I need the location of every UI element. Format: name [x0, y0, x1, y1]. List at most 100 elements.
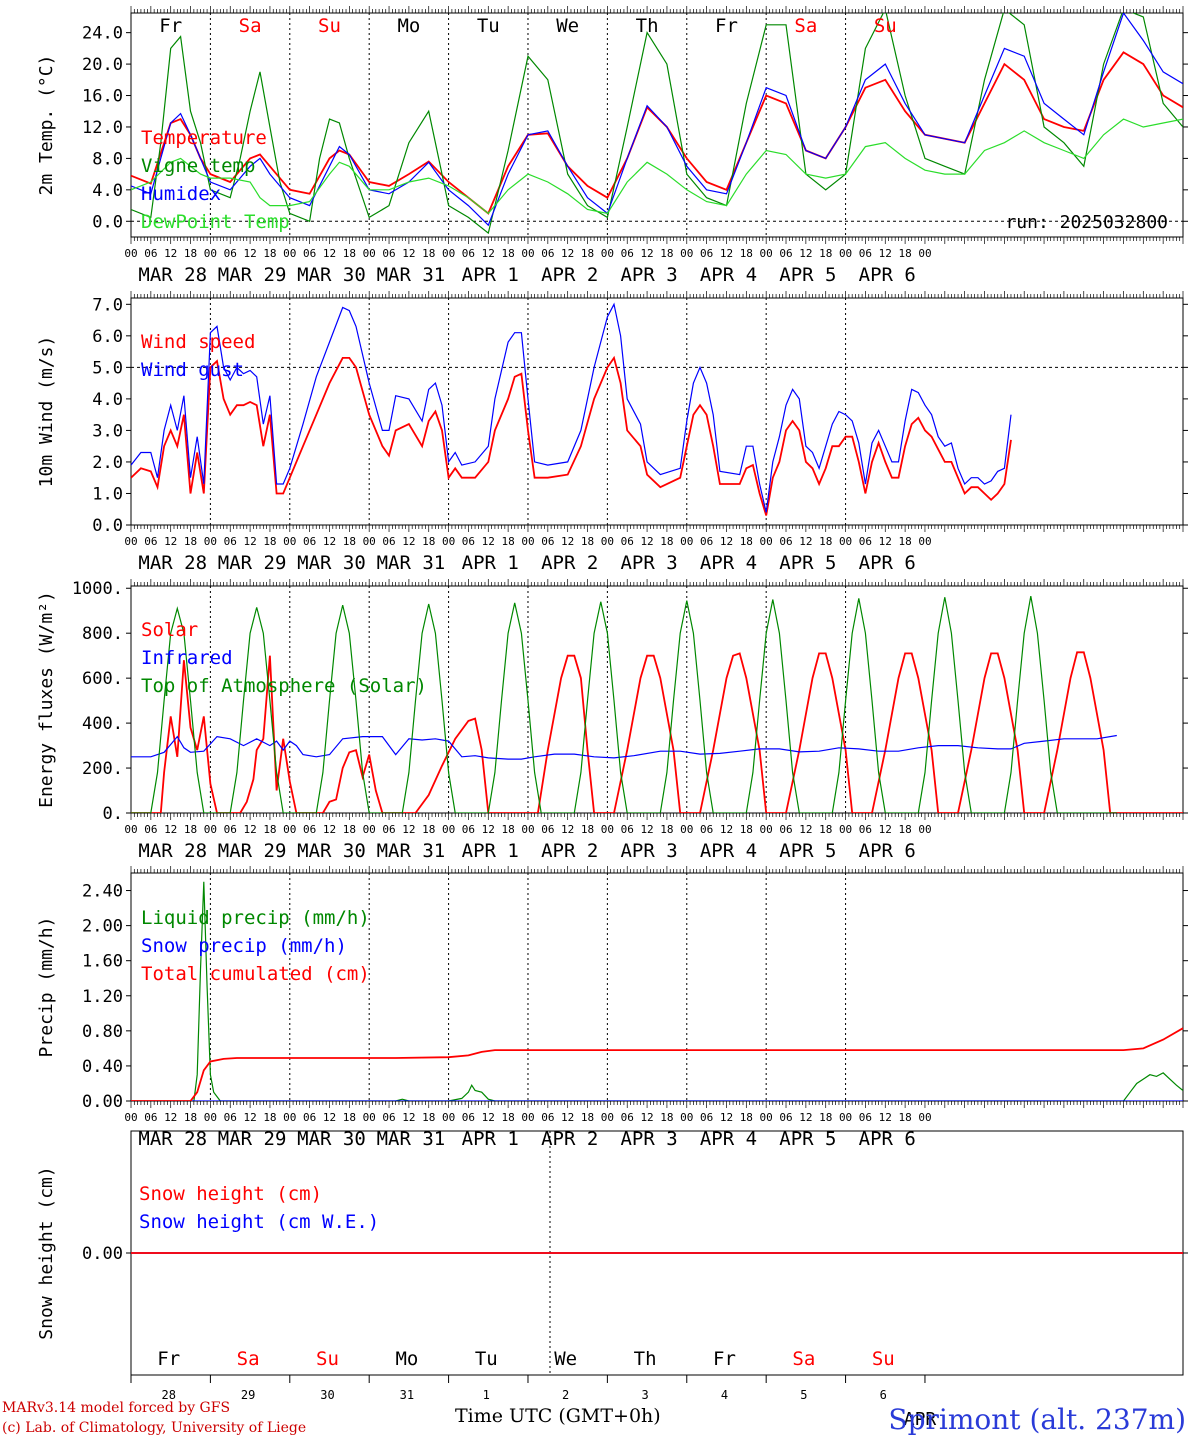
hour-label: 00	[363, 823, 376, 836]
hour-label: 18	[740, 247, 753, 260]
hour-label: 12	[640, 823, 653, 836]
hour-label: 00	[442, 247, 455, 260]
hour-label: 06	[859, 535, 872, 548]
day-abbr: Fr	[159, 15, 182, 37]
hour-label: 12	[720, 535, 733, 548]
legend-entry: Vigne temp	[141, 155, 255, 177]
hour-label: 12	[720, 247, 733, 260]
y-tick-label: 20.0	[82, 55, 123, 75]
hour-label: 18	[184, 823, 197, 836]
hour-label: 18	[819, 247, 832, 260]
hour-label: 00	[442, 823, 455, 836]
hour-label: 18	[660, 823, 673, 836]
hour-label: 06	[779, 247, 792, 260]
y-axis-label: Snow height (cm)	[36, 1166, 57, 1339]
hour-label: 00	[680, 1111, 693, 1124]
hour-label: 12	[164, 1111, 177, 1124]
hour-label: 06	[224, 247, 237, 260]
y-axis-label: 10m Wind (m/s)	[36, 336, 57, 488]
legend-entry: DewPoint Temp	[141, 211, 290, 233]
hour-label: 06	[779, 1111, 792, 1124]
y-tick-label: 0.	[103, 804, 123, 824]
legend-entry: Humidex	[141, 183, 221, 205]
hour-label: 18	[343, 1111, 356, 1124]
legend-entry: Snow precip (mm/h)	[141, 935, 347, 957]
y-tick-label: 1000.	[72, 579, 123, 599]
hour-label: 12	[720, 1111, 733, 1124]
hour-label: 00	[760, 535, 773, 548]
hour-label: 00	[204, 823, 217, 836]
hour-label: 18	[581, 823, 594, 836]
y-tick-label: 1.20	[82, 987, 123, 1007]
day-number: 30	[320, 1388, 334, 1402]
run-annotation: run: 2025032800	[1005, 212, 1168, 233]
hour-label: 18	[581, 1111, 594, 1124]
hour-label: 18	[343, 535, 356, 548]
day-number: 6	[880, 1388, 887, 1402]
series-line	[131, 13, 1183, 235]
hour-label: 18	[422, 823, 435, 836]
hour-label: 06	[859, 1111, 872, 1124]
hour-label: 12	[879, 247, 892, 260]
hour-label: 00	[680, 535, 693, 548]
hour-label: 18	[660, 535, 673, 548]
date-label: APR 4	[700, 552, 757, 574]
hour-label: 00	[680, 823, 693, 836]
hour-label: 00	[521, 1111, 534, 1124]
hour-label: 06	[382, 247, 395, 260]
hour-label: 00	[839, 1111, 852, 1124]
hour-label: 06	[541, 247, 554, 260]
hour-label: 00	[283, 535, 296, 548]
hour-label: 00	[124, 535, 137, 548]
y-tick-label: 24.0	[82, 24, 123, 44]
date-label: APR 4	[700, 840, 757, 862]
hour-label: 18	[263, 535, 276, 548]
hour-label: 12	[482, 247, 495, 260]
panel-5: 0.00 Snow height (cm) Snow height (cm) Snow…	[36, 1130, 1188, 1430]
hour-label: 06	[779, 823, 792, 836]
series-line	[131, 355, 1012, 516]
hour-label: 12	[323, 535, 336, 548]
day-abbr: Sa	[792, 1348, 815, 1370]
hour-label: 18	[502, 247, 515, 260]
y-axis-label: Energy fluxes (W/m²)	[36, 591, 57, 808]
hour-label: 06	[621, 535, 634, 548]
hour-label: 06	[382, 823, 395, 836]
y-tick-label: 1.60	[82, 952, 123, 972]
y-tick-label: 2.00	[82, 917, 123, 937]
series-line	[131, 881, 1183, 1101]
hour-label: 00	[918, 1111, 931, 1124]
hour-label: 18	[740, 823, 753, 836]
hour-label: 00	[601, 247, 614, 260]
station-name: Sprimont (alt. 237m)	[888, 1403, 1186, 1436]
date-label: APR 2	[541, 264, 598, 286]
hour-label: 12	[799, 247, 812, 260]
hour-label: 12	[640, 247, 653, 260]
hour-label: 18	[740, 1111, 753, 1124]
hour-label: 12	[164, 247, 177, 260]
series-line	[131, 595, 1117, 813]
date-label: APR 1	[462, 552, 519, 574]
hour-label: 12	[640, 535, 653, 548]
hour-label: 06	[541, 535, 554, 548]
date-label: MAR 29	[218, 264, 287, 286]
day-abbr: Su	[316, 1348, 339, 1370]
date-label: MAR 30	[297, 840, 366, 862]
hour-label: 12	[879, 823, 892, 836]
legend-entry: Infrared	[141, 647, 233, 669]
plot-frame	[130, 12, 1184, 238]
series-line	[131, 302, 1012, 513]
hour-label: 00	[601, 535, 614, 548]
hour-label: 12	[561, 823, 574, 836]
hour-label: 06	[224, 1111, 237, 1124]
hour-label: 12	[561, 535, 574, 548]
series-group	[131, 13, 1183, 235]
hour-label: 06	[303, 823, 316, 836]
hour-label: 00	[760, 823, 773, 836]
series-line	[131, 13, 1183, 227]
hour-label: 00	[839, 247, 852, 260]
y-tick-label: 0.40	[82, 1057, 123, 1077]
day-number: 1	[483, 1388, 490, 1402]
date-label: MAR 28	[138, 264, 207, 286]
